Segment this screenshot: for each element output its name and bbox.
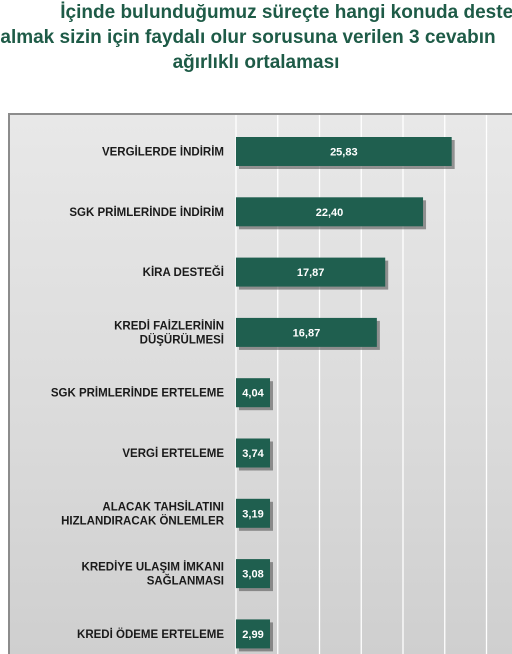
bar	[236, 317, 377, 347]
bar	[236, 559, 270, 589]
bar-value-label: 3,74	[242, 448, 264, 460]
bar	[236, 137, 452, 166]
bar	[236, 257, 386, 287]
category-label: KREDİ FAİZLERİNİN	[114, 319, 224, 332]
bar-value-label: 4,04	[242, 388, 264, 400]
category-label: SGK PRİMLERİNDE ERTELEME	[51, 387, 224, 400]
bar	[236, 498, 270, 528]
category-label: KREDİYE ULAŞIM İMKANI	[82, 561, 224, 574]
category-label: ALACAK TAHSİLATINI	[102, 500, 224, 513]
category-label: VERGİ ERTELEME	[122, 447, 224, 460]
category-label: KREDİ ÖDEME ERTELEME	[77, 628, 224, 641]
bar	[236, 197, 424, 227]
bar	[236, 438, 270, 468]
bar	[236, 619, 270, 649]
chart-title: İçinde bulunduğumuz süreçte hangi konuda…	[0, 0, 512, 75]
category-label: SGK PRİMLERİNDE İNDİRİM	[69, 206, 224, 219]
bar-value-label: 25,83	[330, 147, 358, 159]
bar-value-label: 3,19	[242, 508, 263, 520]
bar-value-label: 16,87	[293, 327, 321, 339]
category-label: KİRA DESTEĞİ	[143, 266, 224, 279]
bar-value-label: 17,87	[297, 267, 325, 279]
bar-value-label: 22,40	[316, 207, 344, 219]
chart-title-line-1: İçinde bulunduğumuz süreçte hangi konuda…	[60, 2, 512, 23]
bar-value-label: 3,08	[242, 569, 263, 581]
category-label: VERGİLERDE İNDİRİM	[102, 146, 224, 159]
category-label: SAĞLANMASI	[147, 575, 224, 588]
chart-title-line-2: almak sizin için faydalı olur sorusuna v…	[0, 27, 496, 48]
chart-title-line-3: ağırlıklı ortalaması	[172, 52, 340, 73]
bar	[236, 378, 270, 408]
bar-value-label: 2,99	[242, 629, 263, 641]
category-label: HIZLANDIRACAK ÖNLEMLER	[61, 514, 225, 527]
category-label: DÜŞÜRÜLMESİ	[140, 333, 224, 346]
